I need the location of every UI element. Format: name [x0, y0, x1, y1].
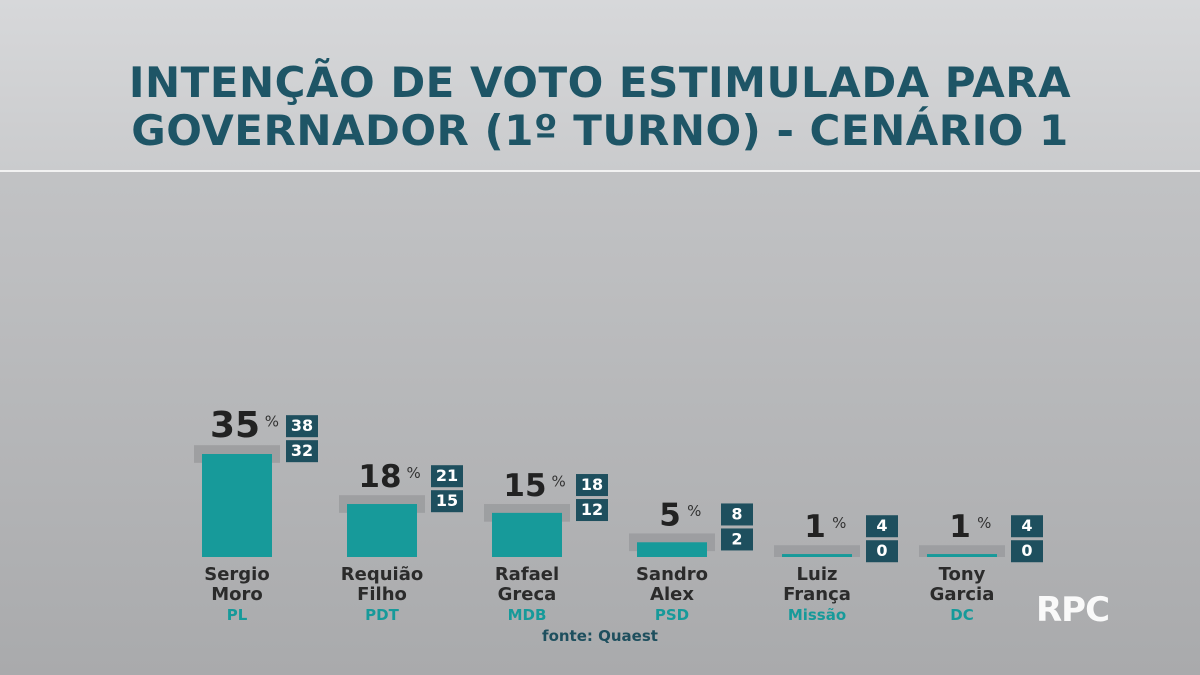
percent-sign: % [687, 502, 701, 520]
margin-band [774, 545, 860, 557]
title-band [0, 0, 1200, 172]
range-min-label: 12 [581, 500, 603, 519]
percent-sign: % [265, 412, 279, 430]
candidate-first-name: Sergio [204, 564, 269, 585]
bar [202, 454, 272, 557]
value-label: 1 [949, 509, 971, 545]
range-max-box [431, 465, 463, 488]
range-max-label: 38 [291, 416, 313, 435]
range-max-box [286, 415, 318, 438]
party-label: PDT [365, 606, 399, 624]
party-label: DC [950, 606, 973, 624]
value-label: 35 [210, 405, 260, 446]
candidate-last-name: França [783, 584, 851, 605]
source-note: fonte: Quaest [542, 627, 658, 645]
candidate-last-name: Greca [498, 584, 557, 605]
range-max-box [721, 503, 753, 526]
bar [492, 512, 562, 557]
rpc-logo: RPC [1036, 590, 1110, 630]
value-label: 1 [804, 509, 826, 545]
range-min-box [431, 490, 463, 513]
range-max-box [576, 474, 608, 497]
range-min-label: 0 [876, 541, 887, 560]
percent-sign: % [977, 514, 991, 532]
range-min-label: 32 [291, 441, 313, 460]
range-min-label: 2 [731, 529, 742, 548]
candidate-last-name: Moro [211, 584, 263, 605]
value-label: 18 [358, 459, 401, 495]
range-max-label: 18 [581, 475, 603, 494]
bar [782, 554, 852, 557]
margin-band [919, 545, 1005, 557]
range-min-box [286, 440, 318, 463]
party-label: MDB [508, 606, 547, 624]
candidate-first-name: Tony [939, 564, 986, 585]
range-max-label: 4 [1021, 516, 1032, 535]
candidate-first-name: Requião [341, 564, 423, 585]
value-label: 5 [659, 497, 681, 533]
range-max-box [866, 515, 898, 538]
bar [637, 542, 707, 557]
range-min-box [576, 499, 608, 522]
candidate-last-name: Garcia [930, 584, 995, 605]
percent-sign: % [551, 473, 565, 491]
range-min-label: 0 [1021, 541, 1032, 560]
chart-title-line-1: INTENÇÃO DE VOTO ESTIMULADA PARA [128, 58, 1072, 107]
value-label: 15 [503, 468, 546, 504]
candidate-first-name: Rafael [495, 564, 559, 585]
range-min-label: 15 [436, 491, 458, 510]
candidate-first-name: Sandro [636, 564, 708, 585]
bar [927, 554, 997, 557]
range-max-label: 21 [436, 466, 458, 485]
party-label: Missão [788, 606, 846, 624]
bar [347, 504, 417, 557]
range-min-box [721, 528, 753, 551]
range-min-box [1011, 540, 1043, 563]
candidate-last-name: Alex [650, 584, 694, 605]
range-max-label: 8 [731, 504, 742, 523]
candidate-first-name: Luiz [797, 564, 838, 585]
range-max-box [1011, 515, 1043, 538]
candidate-last-name: Filho [357, 584, 407, 605]
percent-sign: % [832, 514, 846, 532]
range-min-box [866, 540, 898, 563]
party-label: PSD [655, 606, 689, 624]
percent-sign: % [406, 464, 420, 482]
party-label: PL [227, 606, 248, 624]
chart-title-line-2: GOVERNADOR (1º TURNO) - CENÁRIO 1 [131, 106, 1069, 155]
range-max-label: 4 [876, 516, 887, 535]
